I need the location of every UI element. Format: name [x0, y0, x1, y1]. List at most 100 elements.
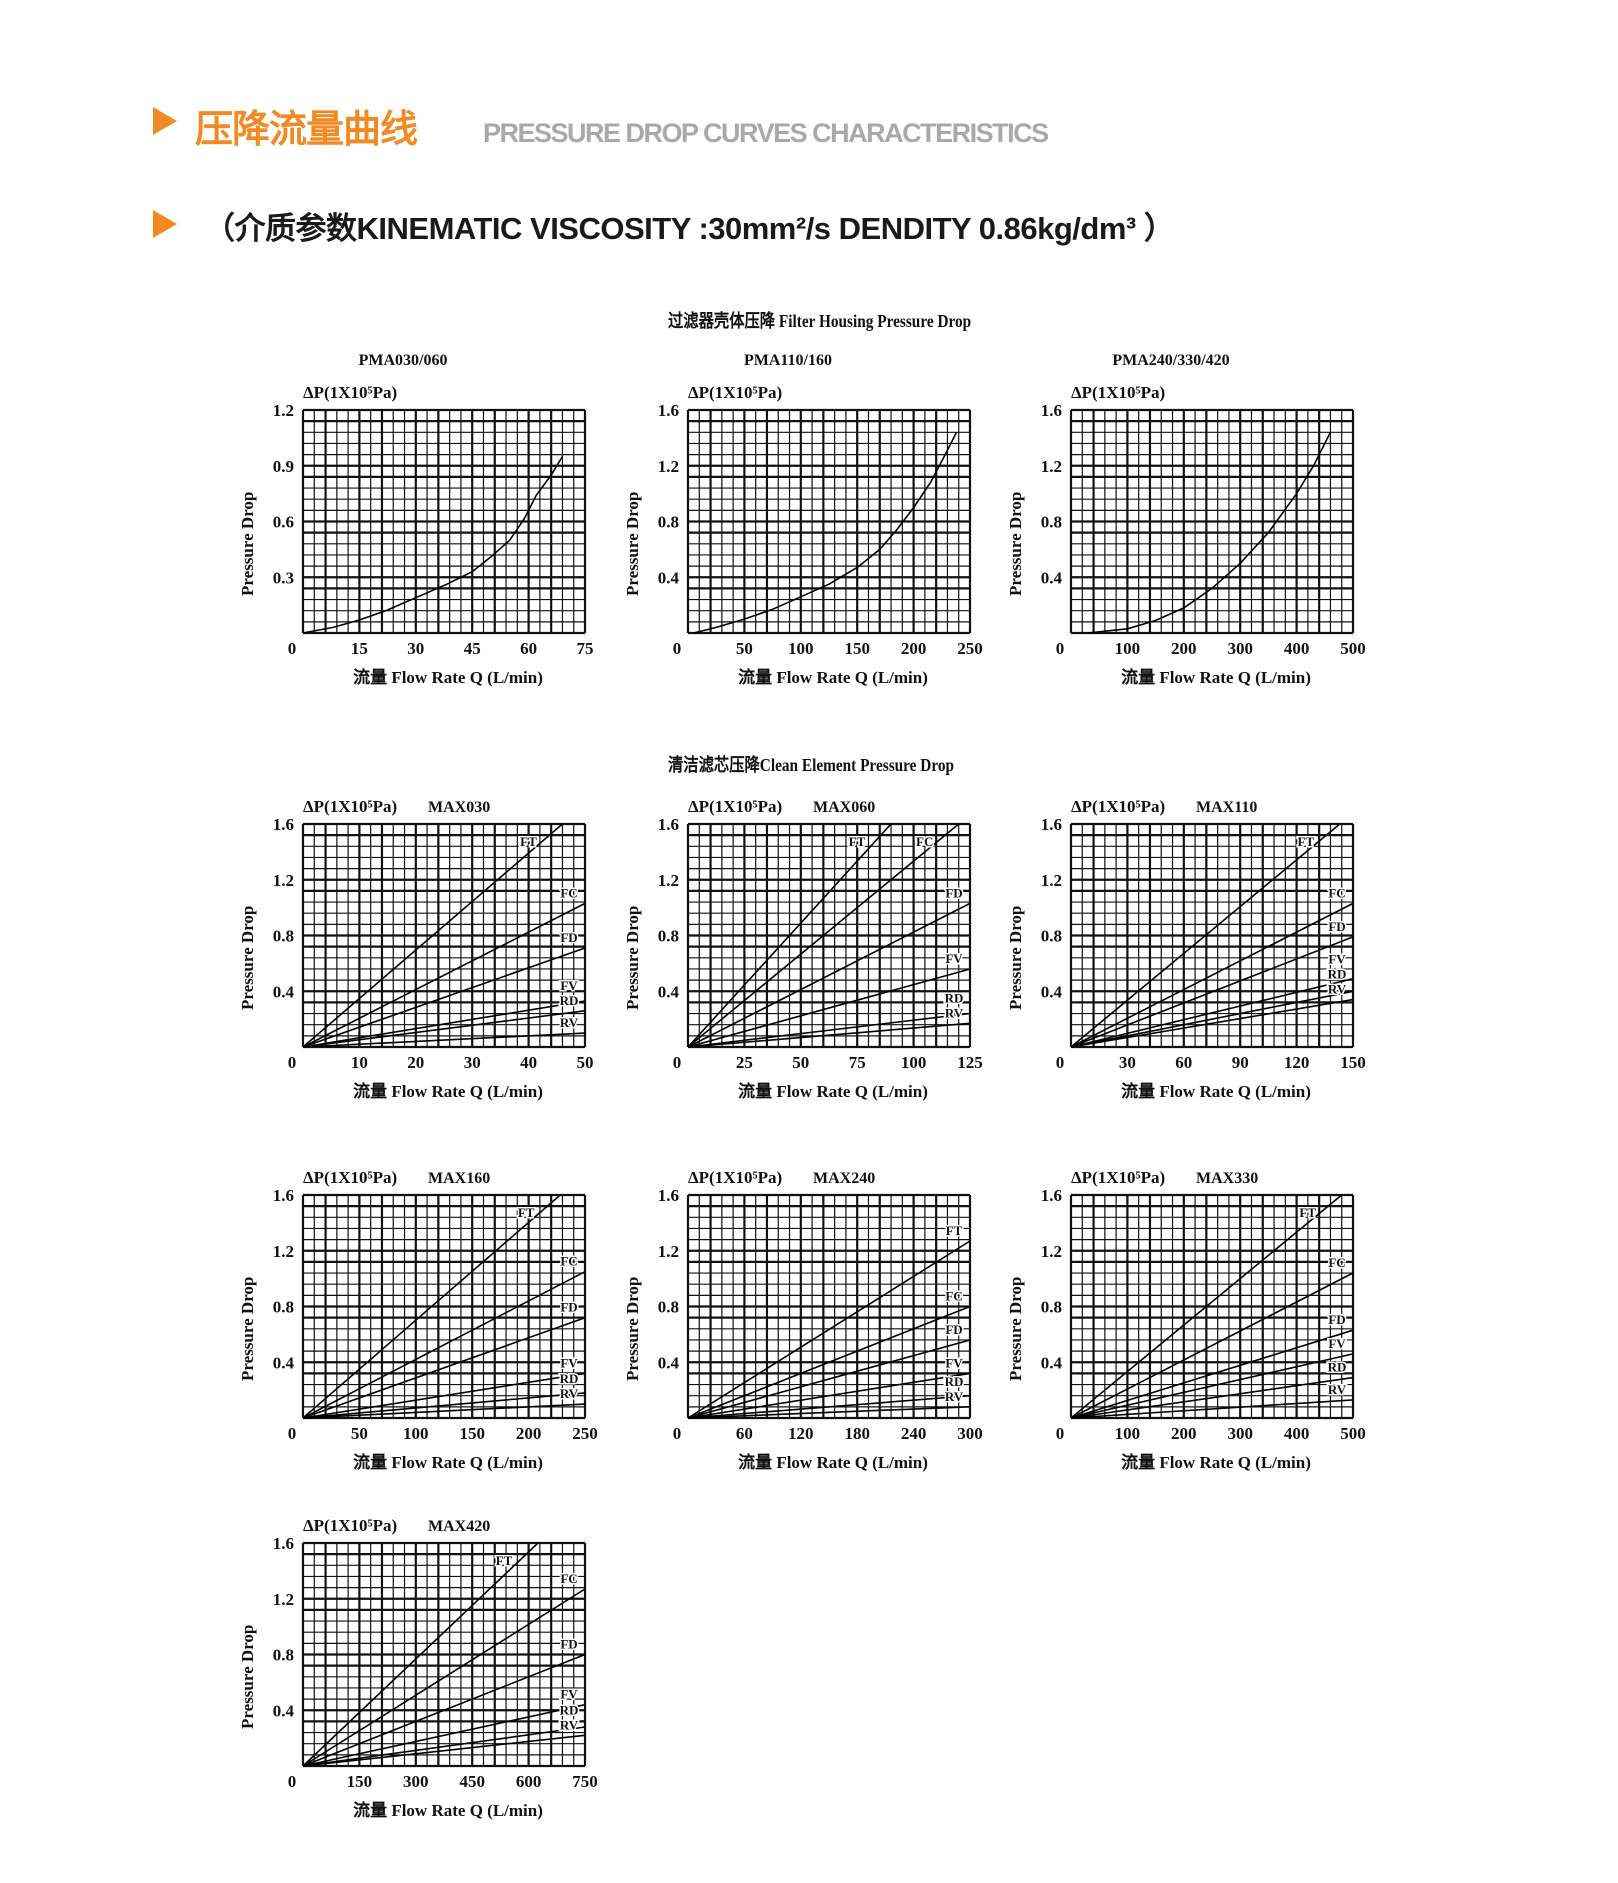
- x-tick-label: 400: [1284, 639, 1310, 658]
- y-tick-label: 0.4: [273, 1701, 295, 1720]
- chart-title: PMA110/160: [744, 352, 832, 369]
- series-line-rv: [302, 1032, 586, 1048]
- grid: [301, 822, 587, 1049]
- section-title-element: 清洁滤芯压降Clean Element Pressure Drop: [668, 755, 955, 775]
- series-line-ft: [302, 1194, 561, 1419]
- series-line-rv: [687, 1406, 971, 1419]
- series-label: RD: [1328, 967, 1347, 982]
- x-tick-label: 0: [1056, 639, 1065, 658]
- series-line-rd: [302, 1392, 586, 1419]
- series-line-curve: [1087, 431, 1332, 634]
- series-line-ft: [302, 1542, 539, 1767]
- series-label: RD: [560, 1702, 579, 1717]
- series-line-fc: [1070, 1272, 1354, 1419]
- series-line-rd: [687, 1012, 971, 1048]
- series-line-rv: [1070, 1399, 1354, 1419]
- series-label: FC: [1328, 885, 1345, 900]
- x-tick-label: 500: [1340, 1424, 1366, 1443]
- y-tick-label: 0.8: [658, 927, 679, 946]
- y-tick-label: 0.8: [658, 1298, 679, 1317]
- series-line-rd: [687, 1394, 971, 1419]
- y-tick-label: 1.2: [658, 871, 679, 890]
- x-tick-label: 300: [1227, 639, 1253, 658]
- unit-label: ΔP(1X10⁵Pa): [688, 383, 782, 402]
- x-tick-label: 150: [844, 639, 870, 658]
- chart-title: MAX110: [1196, 799, 1257, 816]
- series-label: FD: [560, 1300, 577, 1315]
- chart-title: MAX060: [813, 799, 875, 816]
- series-line-fv: [302, 1000, 586, 1048]
- x-axis-label: 流量 Flow Rate Q (L/min): [738, 1081, 928, 1101]
- y-axis-label: Pressure Drop: [1006, 906, 1025, 1010]
- series-label: FV: [560, 1355, 578, 1370]
- series-label: FC: [560, 885, 577, 900]
- y-tick-label: 0.8: [1041, 927, 1062, 946]
- y-tick-label: 1.2: [273, 1590, 294, 1609]
- x-tick-label: 200: [1171, 639, 1197, 658]
- x-tick-label: 15: [351, 639, 368, 658]
- x-tick-label: 30: [464, 1053, 481, 1072]
- series-line-fv: [302, 1372, 586, 1419]
- chart-title: MAX030: [428, 799, 490, 816]
- series-line-fv: [302, 1703, 586, 1767]
- x-tick-label: 300: [1227, 1424, 1253, 1443]
- x-tick-label: 400: [1284, 1424, 1310, 1443]
- x-tick-label: 30: [407, 639, 424, 658]
- x-tick-label: 0: [1056, 1424, 1065, 1443]
- chart-title: MAX160: [428, 1170, 490, 1187]
- y-tick-label: 1.6: [658, 1186, 679, 1205]
- series-label: RD: [560, 1371, 579, 1386]
- y-tick-label: 0.9: [273, 457, 294, 476]
- x-tick-label: 150: [347, 1772, 373, 1791]
- grid: [686, 1193, 972, 1420]
- y-tick-label: 1.2: [658, 1242, 679, 1261]
- series-label: RV: [560, 1717, 579, 1732]
- y-axis-label: Pressure Drop: [238, 1277, 257, 1381]
- chart-title: MAX330: [1196, 1170, 1258, 1187]
- y-tick-label: 0.3: [273, 568, 294, 587]
- series-line-ft: [1070, 1194, 1343, 1419]
- series-label: FT: [1298, 834, 1315, 849]
- y-tick-label: 1.2: [273, 401, 294, 420]
- x-tick-label: 0: [288, 1424, 297, 1443]
- series-label: RV: [1328, 982, 1347, 997]
- y-tick-label: 0.4: [273, 1353, 295, 1372]
- y-tick-label: 1.2: [1041, 871, 1062, 890]
- y-tick-label: 1.2: [658, 457, 679, 476]
- grid: [301, 1193, 587, 1420]
- grid: [1069, 408, 1355, 635]
- y-tick-label: 1.6: [273, 1534, 294, 1553]
- x-tick-label: 0: [1056, 1053, 1065, 1072]
- series-label: FT: [496, 1553, 513, 1568]
- page-title-cn: 压降流量曲线: [195, 109, 418, 151]
- unit-label: ΔP(1X10⁵Pa): [1071, 1168, 1165, 1187]
- y-axis-label: Pressure Drop: [1006, 492, 1025, 596]
- y-tick-label: 0.8: [273, 1646, 294, 1665]
- x-tick-label: 0: [288, 639, 297, 658]
- unit-label: ΔP(1X10⁵Pa): [688, 1168, 782, 1187]
- series-line-fv: [687, 1372, 971, 1419]
- x-tick-label: 25: [736, 1053, 753, 1072]
- x-tick-label: 50: [577, 1053, 594, 1072]
- series-label: FD: [1328, 919, 1345, 934]
- grid: [301, 1541, 587, 1768]
- page-title-en: PRESSURE DROP CURVES CHARACTERISTICS: [483, 118, 1049, 148]
- grid: [301, 408, 587, 635]
- series-line-curve: [693, 431, 958, 634]
- series-label: FC: [916, 834, 933, 849]
- x-tick-label: 75: [849, 1053, 866, 1072]
- series-line-fd: [687, 902, 971, 1048]
- y-tick-label: 1.2: [273, 871, 294, 890]
- y-tick-label: 1.2: [1041, 457, 1062, 476]
- series-label: FC: [1328, 1255, 1345, 1270]
- y-tick-label: 1.2: [1041, 1242, 1062, 1261]
- series-label: RD: [945, 990, 964, 1005]
- chart-title: PMA240/330/420: [1112, 352, 1229, 369]
- series-line-fd: [1070, 936, 1354, 1048]
- y-tick-label: 0.4: [273, 982, 295, 1001]
- x-tick-label: 200: [1171, 1424, 1197, 1443]
